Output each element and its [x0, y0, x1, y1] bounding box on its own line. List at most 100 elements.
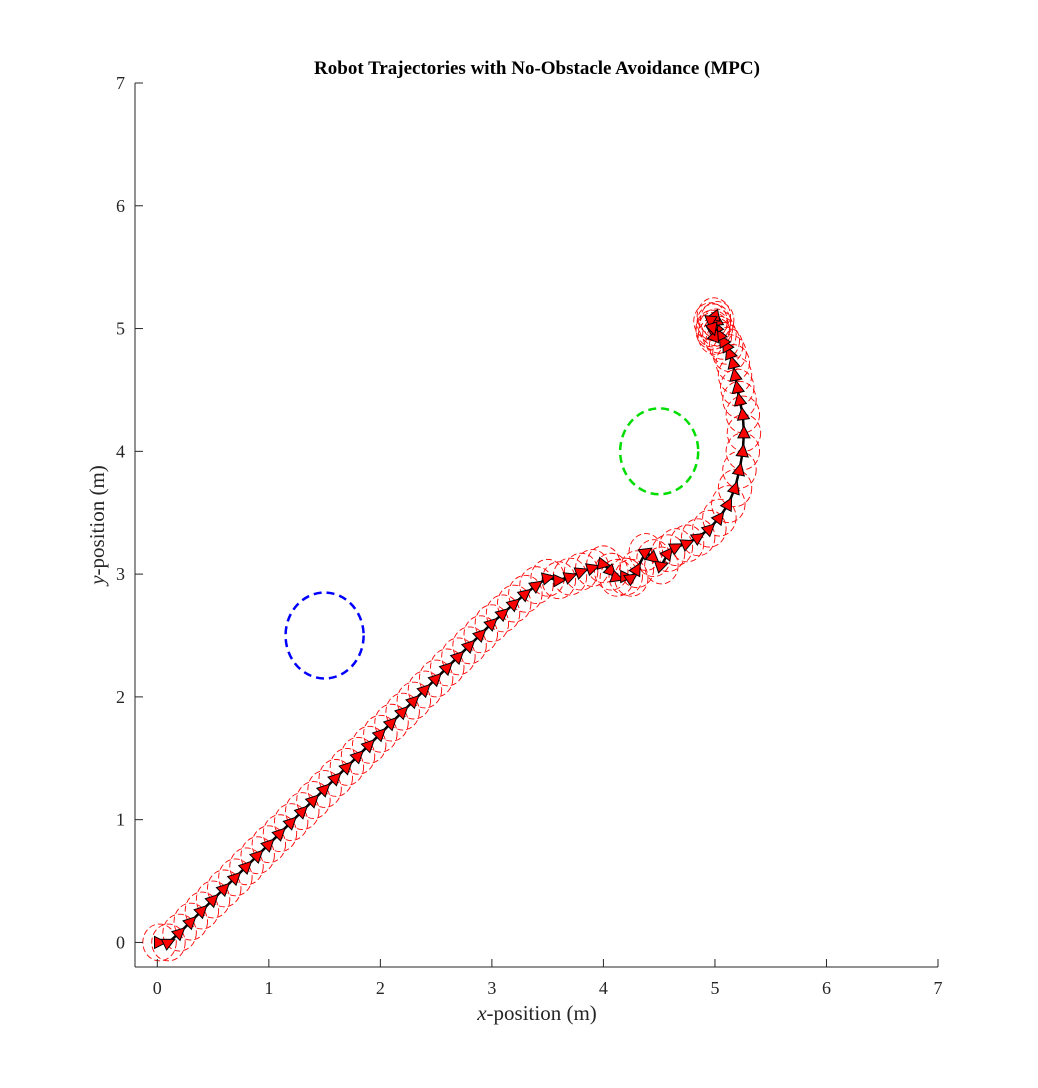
heading-triangle — [706, 328, 720, 344]
chart-title: Robot Trajectories with No-Obstacle Avoi… — [314, 58, 760, 79]
heading-marker — [528, 580, 544, 594]
heading-triangle — [726, 480, 740, 496]
x-tick-label: 2 — [376, 978, 385, 998]
heading-triangle — [249, 849, 264, 865]
robot-footprint — [702, 498, 737, 537]
heading-triangle — [204, 893, 219, 909]
heading-marker — [540, 572, 556, 586]
heading-triangle — [315, 783, 331, 798]
heading-marker — [704, 321, 718, 337]
heading-marker — [637, 547, 653, 561]
heading-triangle — [154, 935, 168, 950]
heading-triangle — [427, 672, 442, 688]
heading-marker — [644, 549, 660, 564]
heading-triangle — [679, 539, 695, 552]
heading-marker — [704, 315, 718, 330]
heading-triangle — [327, 772, 342, 787]
heading-marker — [160, 938, 176, 951]
heading-marker — [282, 816, 297, 831]
heading-triangle — [505, 598, 521, 613]
heading-triangle — [304, 794, 320, 809]
robot-footprint — [711, 485, 746, 523]
y-tick-label: 4 — [116, 441, 125, 461]
robot-footprint — [692, 509, 727, 548]
heading-triangle — [260, 838, 275, 853]
heading-triangle — [704, 315, 718, 330]
heading-triangle — [472, 628, 487, 644]
y-tick-label: 6 — [116, 196, 125, 216]
robot-footprint — [485, 594, 521, 633]
robot-footprint — [695, 309, 730, 348]
heading-marker — [449, 650, 465, 666]
x-axis-label-var: x — [476, 1001, 487, 1025]
robot-footprint — [296, 781, 331, 819]
robot-footprint — [594, 552, 629, 591]
heading-marker — [371, 727, 387, 743]
y-tick-label: 3 — [116, 564, 125, 584]
obstacles — [284, 407, 700, 680]
heading-marker — [719, 496, 733, 513]
heading-marker — [460, 639, 476, 655]
plot-area — [142, 297, 762, 962]
heading-triangle — [483, 617, 498, 632]
y-ticks: 0 1 2 3 4 5 6 7 — [116, 73, 143, 952]
heading-marker — [405, 694, 420, 710]
heading-marker — [573, 567, 589, 581]
heading-marker — [562, 572, 578, 585]
heading-triangle — [637, 547, 653, 561]
heading-triangle — [704, 321, 718, 337]
heading-triangle — [628, 562, 641, 578]
heading-marker — [360, 739, 375, 754]
y-axis-label-rest: -position (m) — [85, 465, 109, 575]
robot-footprint — [619, 550, 655, 589]
robot-footprint — [407, 670, 443, 709]
robot-footprint — [251, 825, 287, 864]
heading-markers — [154, 308, 751, 951]
heading-marker — [727, 355, 741, 370]
heading-triangle — [226, 871, 242, 887]
robot-footprint — [173, 902, 208, 941]
heading-triangle — [719, 496, 733, 513]
heading-marker — [737, 424, 751, 439]
heading-triangle — [271, 827, 286, 842]
heading-triangle — [644, 549, 660, 564]
robot-footprint — [658, 528, 694, 566]
heading-marker — [193, 904, 208, 920]
heading-marker — [182, 915, 197, 931]
obstacle-circle-2 — [618, 407, 700, 496]
heading-marker — [516, 588, 532, 603]
heading-marker — [349, 750, 364, 765]
heading-marker — [327, 772, 342, 787]
heading-marker — [483, 617, 498, 632]
robot-footprint — [385, 692, 420, 731]
heading-triangle — [731, 461, 746, 477]
heading-triangle — [349, 750, 364, 765]
heading-marker — [609, 569, 625, 583]
trajectory-path — [159, 315, 746, 944]
heading-marker — [654, 560, 670, 574]
robot-footprint — [608, 557, 643, 596]
heading-marker — [628, 562, 641, 578]
robot-footprint — [363, 714, 398, 753]
robot-footprint — [519, 566, 554, 605]
heading-triangle — [360, 739, 375, 754]
robot-footprint — [318, 759, 353, 797]
heading-marker — [706, 328, 720, 344]
heading-triangle — [552, 573, 567, 588]
heading-marker — [710, 511, 725, 527]
heading-marker — [679, 539, 695, 552]
x-ticks: 0 1 2 3 4 5 6 7 — [153, 959, 943, 998]
heading-triangle — [516, 588, 532, 603]
robot-footprint — [352, 725, 387, 764]
y-tick-label: 2 — [116, 687, 125, 707]
x-tick-label: 5 — [710, 978, 719, 998]
heading-marker — [552, 573, 567, 588]
heading-marker — [215, 882, 230, 898]
heading-triangle — [700, 523, 716, 538]
heading-triangle — [609, 569, 625, 583]
heading-triangle — [160, 938, 176, 951]
heading-marker — [204, 893, 219, 909]
heading-triangle — [170, 927, 186, 942]
heading-triangle — [540, 572, 556, 586]
